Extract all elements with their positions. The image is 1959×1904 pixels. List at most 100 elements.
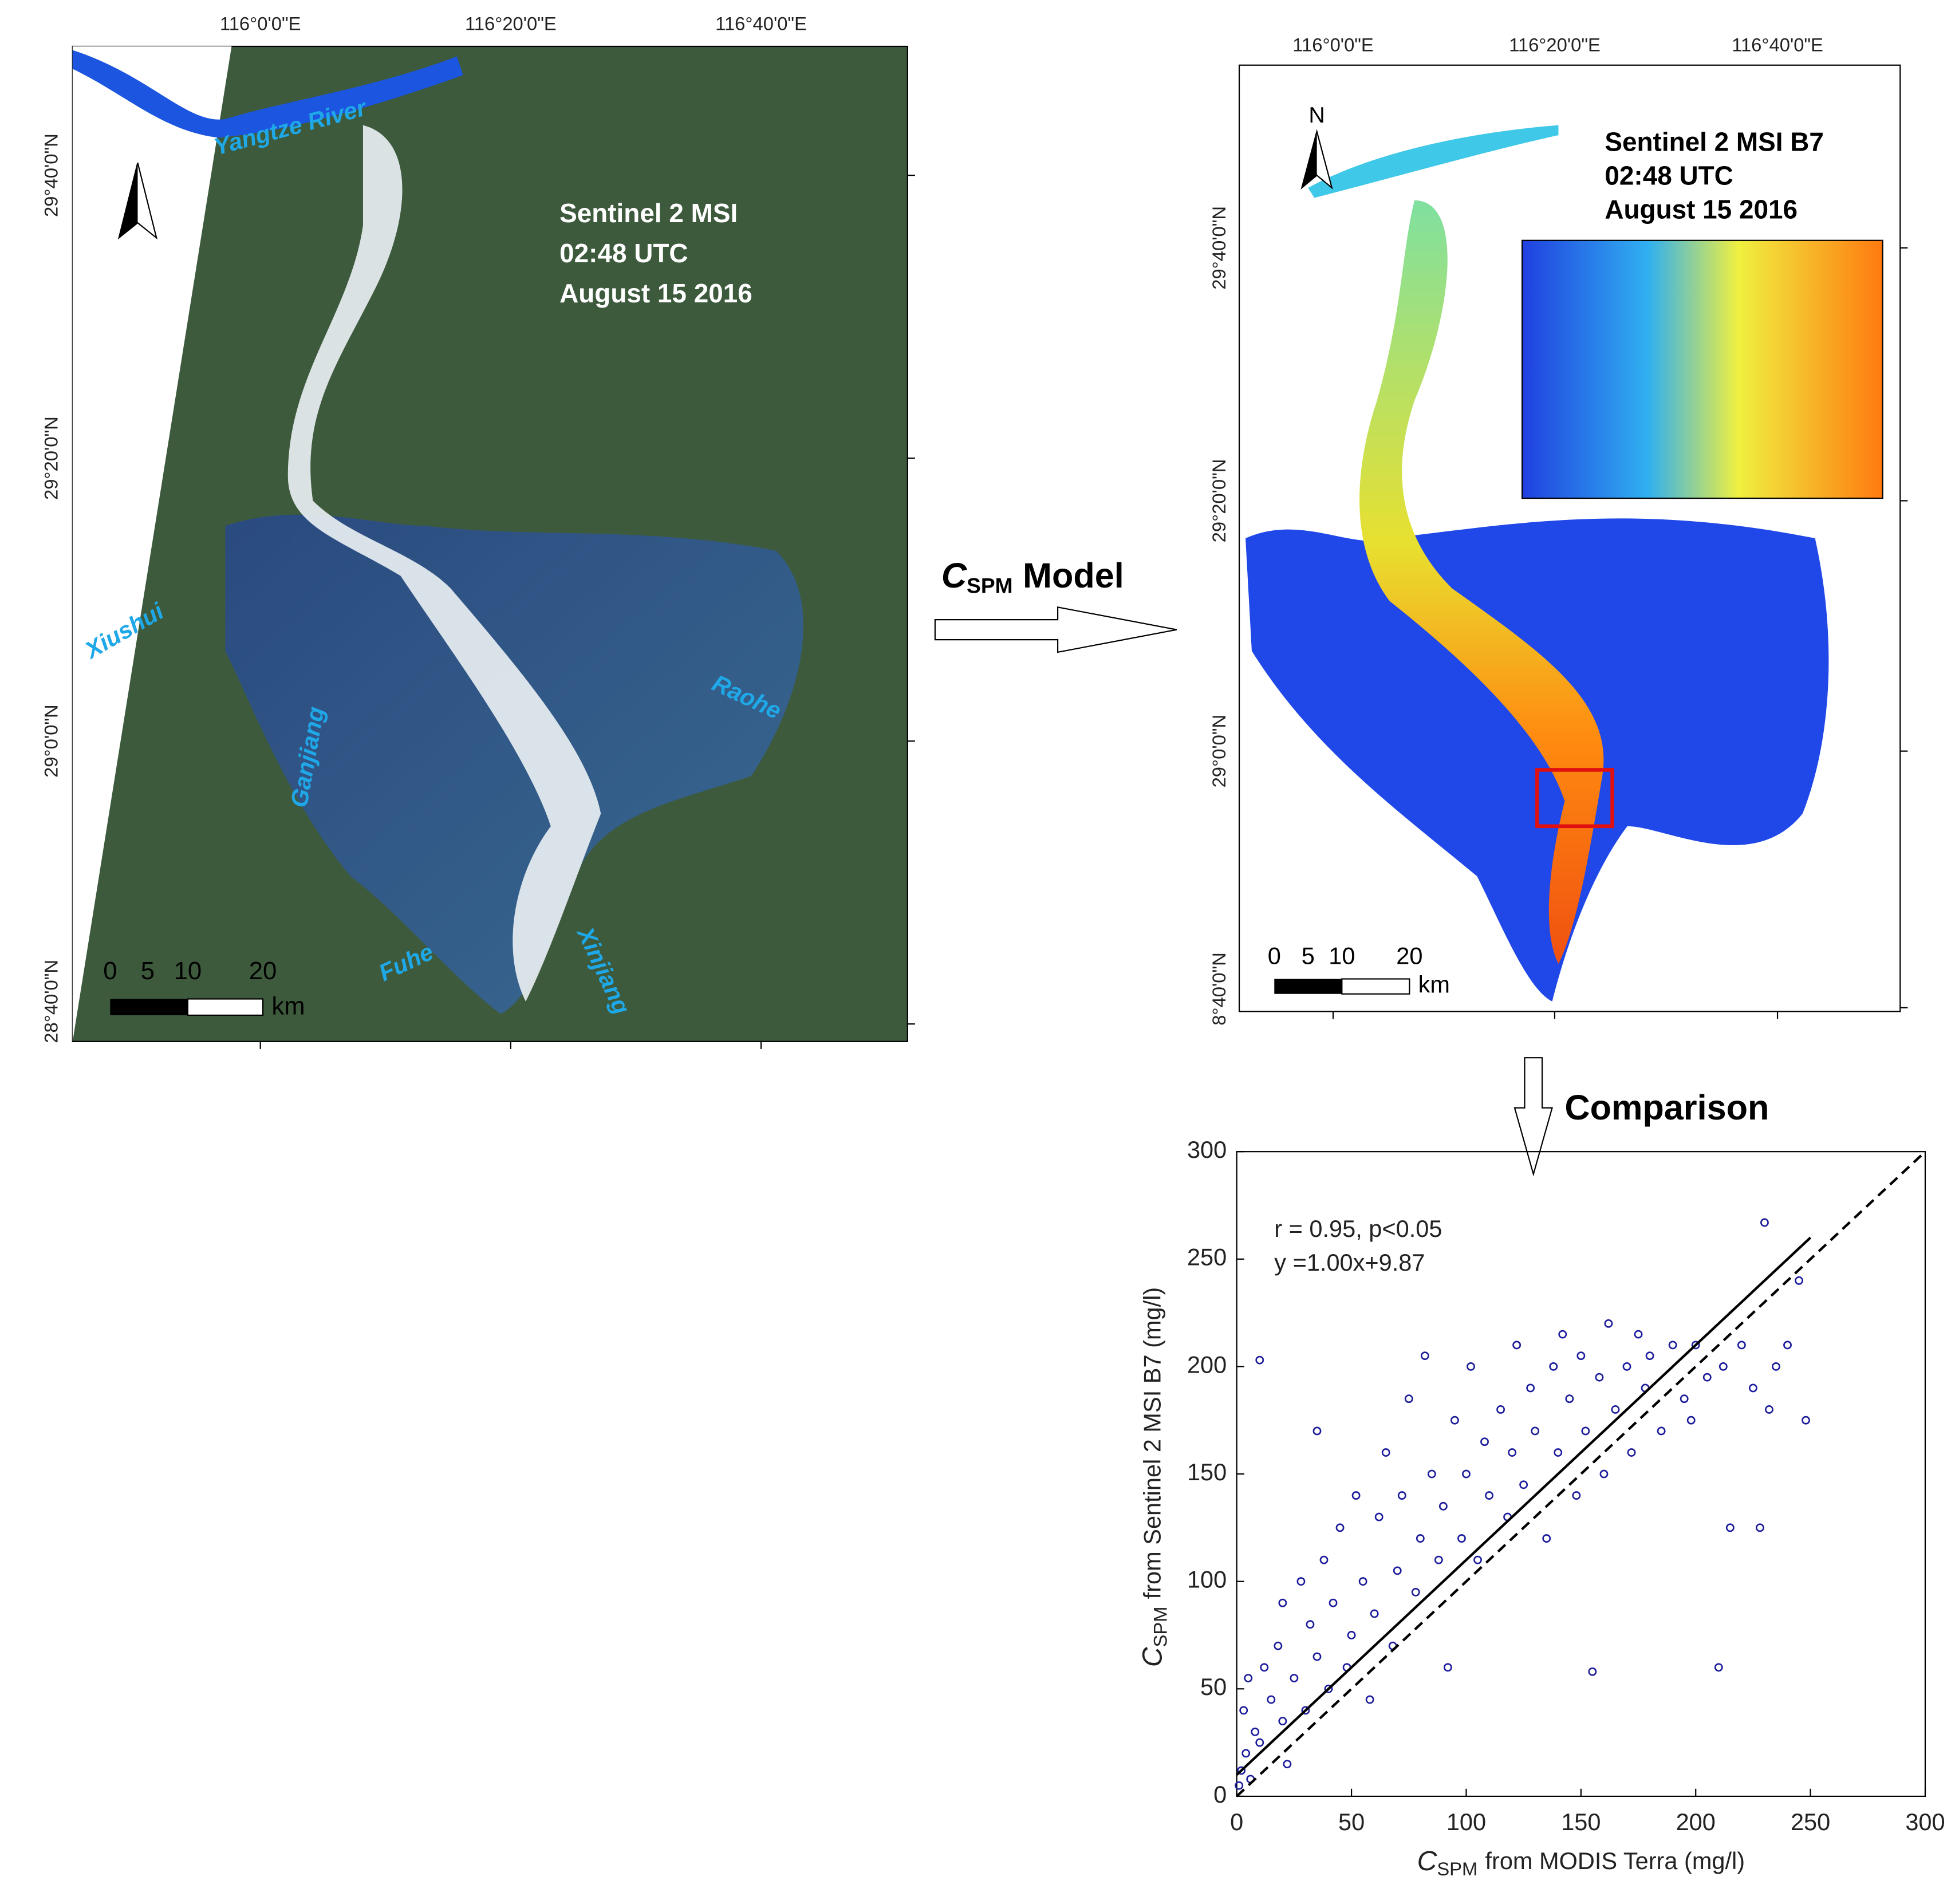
y-tick-label: 0 xyxy=(1213,1781,1227,1808)
point xyxy=(1358,1577,1367,1586)
scale-label: 20 xyxy=(249,957,277,985)
point xyxy=(1278,1717,1287,1726)
point xyxy=(1397,1491,1406,1500)
point xyxy=(1554,1448,1563,1457)
x-tick-label: 0 xyxy=(1230,1808,1243,1835)
point xyxy=(1485,1491,1493,1500)
lat-label: 29°0'0"N xyxy=(1208,715,1229,788)
point xyxy=(1235,1781,1244,1790)
point xyxy=(1512,1341,1522,1350)
point xyxy=(1427,1469,1436,1479)
inset-box xyxy=(1535,768,1614,829)
x-axis-label: CSPM from MODIS Terra (mg/l) xyxy=(1417,1845,1745,1879)
scale-bar xyxy=(1341,978,1410,995)
lat-label: 29°40'0"N xyxy=(1208,206,1229,290)
lon-label: 116°0'0"E xyxy=(220,13,301,34)
arrow-label: Comparison xyxy=(1564,1088,1769,1127)
scatter-plot: CSPM from MODIS Terra (mg/l) C SPM from Sen… xyxy=(1137,1151,1926,1879)
point xyxy=(1526,1383,1535,1393)
arrow xyxy=(1513,1057,1554,1177)
text: from Sentinel 2 MSI B7 (mg/l) xyxy=(1138,1287,1165,1599)
lat-label: 29°20'0"N xyxy=(1208,459,1229,543)
point xyxy=(1319,1555,1329,1564)
text: from MODIS Terra (mg/l) xyxy=(1485,1847,1745,1874)
point xyxy=(1420,1351,1429,1361)
point xyxy=(1756,1523,1764,1532)
point xyxy=(1765,1405,1773,1414)
point xyxy=(1508,1448,1517,1457)
no-data xyxy=(72,46,232,1042)
point xyxy=(1347,1631,1356,1639)
scale-label: 5 xyxy=(141,957,155,985)
map-title: Sentinel 2 MSI xyxy=(559,198,738,228)
point xyxy=(1702,1373,1712,1382)
scale-label: 20 xyxy=(1396,942,1422,969)
y-tick-label: 200 xyxy=(1187,1351,1227,1378)
scale-bar xyxy=(187,998,264,1016)
subscript: SPM xyxy=(967,573,1013,597)
lon-label: 116°20'0"E xyxy=(465,13,557,34)
point xyxy=(1301,1706,1310,1715)
point xyxy=(1795,1276,1803,1285)
point xyxy=(1365,1695,1374,1704)
scale-unit: km xyxy=(1418,971,1450,998)
point xyxy=(1760,1218,1769,1227)
lake xyxy=(1245,518,1829,1002)
point xyxy=(1519,1480,1528,1489)
point xyxy=(1335,1523,1345,1532)
subscript: SPM xyxy=(1149,1606,1170,1647)
annotation: y =1.00x+9.87 xyxy=(1274,1249,1425,1276)
scale-bar xyxy=(1274,979,1342,994)
point xyxy=(1283,1760,1292,1769)
point xyxy=(1260,1663,1269,1672)
x-tick-label: 250 xyxy=(1791,1808,1830,1835)
scale-unit: km xyxy=(271,992,305,1020)
y-tick-label: 250 xyxy=(1187,1244,1227,1271)
north-label: N xyxy=(1308,103,1325,128)
point xyxy=(1645,1351,1654,1361)
yangtze xyxy=(72,50,463,138)
point xyxy=(1599,1469,1609,1479)
right-map: 116°0'0"E 116°20'0"E 116°40'0"E 29°40'0"… xyxy=(1208,34,1908,1026)
point xyxy=(1438,1501,1448,1511)
scale-label: 10 xyxy=(174,957,202,985)
point xyxy=(1244,1674,1253,1682)
y-tick-label: 50 xyxy=(1200,1673,1227,1700)
x-tick-label: 150 xyxy=(1561,1808,1601,1835)
y-tick-label: 150 xyxy=(1187,1458,1227,1485)
point xyxy=(1718,1362,1728,1371)
point xyxy=(1274,1641,1283,1650)
point xyxy=(1255,1738,1264,1747)
yangtze xyxy=(1308,125,1559,198)
point xyxy=(1748,1383,1757,1393)
map-title: 02:48 UTC xyxy=(559,238,688,268)
point xyxy=(1783,1341,1792,1350)
point xyxy=(1542,1534,1551,1543)
point xyxy=(1588,1667,1597,1676)
north-arrow xyxy=(1302,131,1317,188)
point xyxy=(1351,1491,1361,1500)
arrow xyxy=(934,606,1177,653)
point xyxy=(1480,1437,1489,1446)
spm-river xyxy=(1359,200,1604,964)
point xyxy=(1312,1426,1322,1436)
point xyxy=(1290,1674,1299,1682)
point xyxy=(1572,1491,1581,1500)
point xyxy=(1416,1534,1425,1543)
point xyxy=(1604,1319,1613,1328)
point xyxy=(1657,1426,1666,1436)
point xyxy=(1404,1394,1413,1404)
x-tick-label: 100 xyxy=(1446,1808,1486,1835)
left-map: 116°0'0"E 116°20'0"E 116°40'0"E 29°40'0"… xyxy=(40,13,915,1049)
symbol: C xyxy=(941,556,967,595)
point xyxy=(1581,1426,1590,1436)
scale-label: 0 xyxy=(1268,942,1281,969)
point xyxy=(1627,1448,1636,1457)
lat-label: 8°40'0"N xyxy=(1208,952,1229,1026)
inset-image xyxy=(1522,239,1883,499)
point xyxy=(1473,1555,1482,1564)
scale-label: 5 xyxy=(1302,942,1315,969)
symbol: C xyxy=(1417,1845,1437,1876)
point xyxy=(1239,1706,1248,1715)
lat-label: 28°40'0"N xyxy=(40,960,61,1043)
